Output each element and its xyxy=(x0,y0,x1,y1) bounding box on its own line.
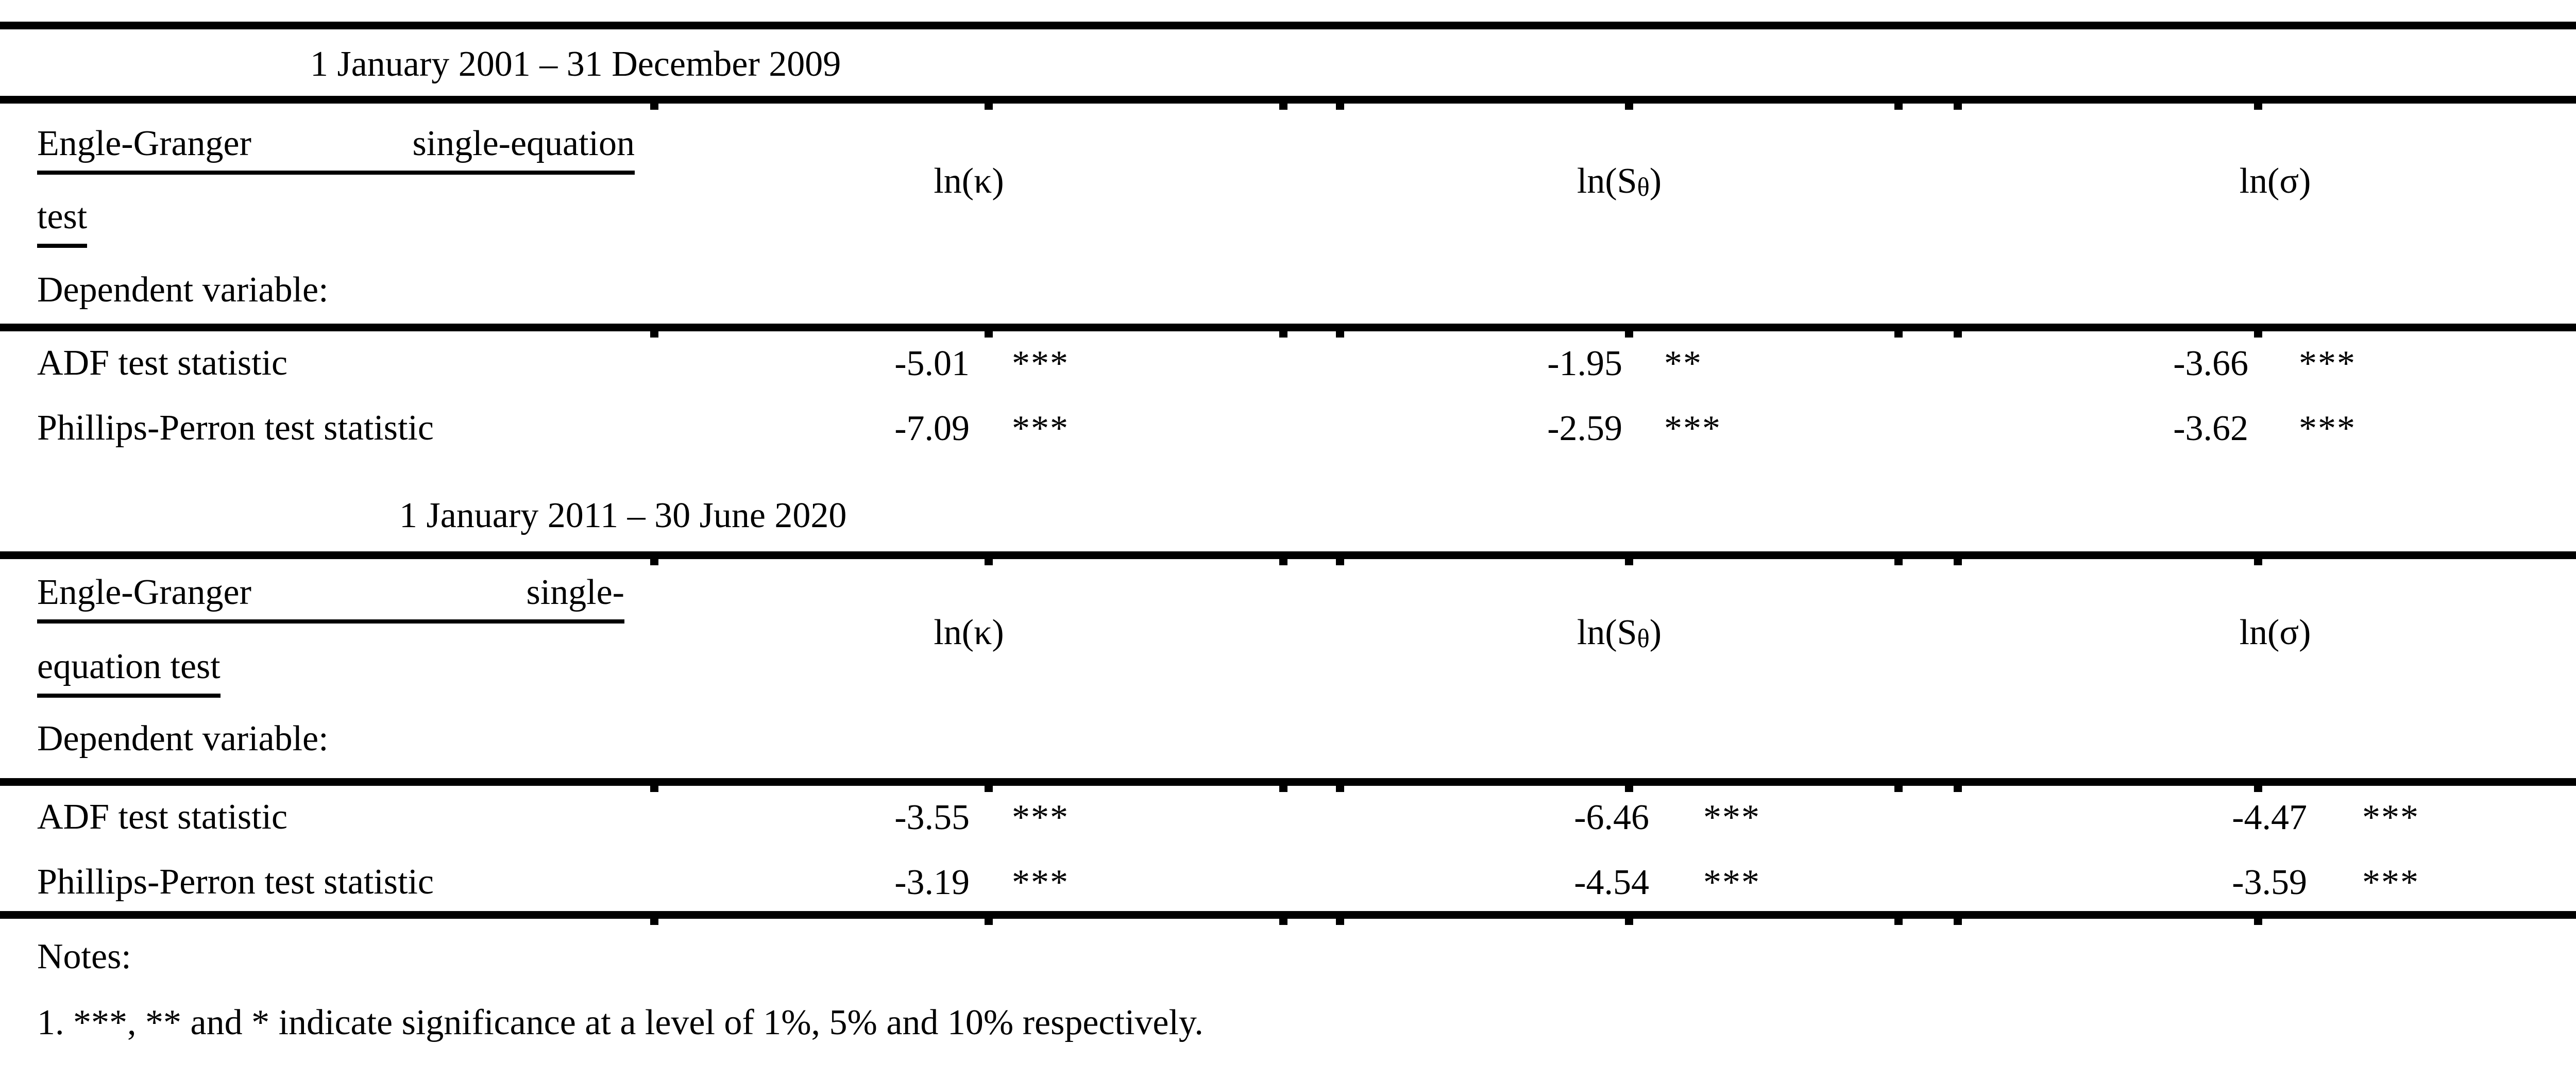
cell-border-tick xyxy=(1894,559,1903,565)
rule-below-header-1 xyxy=(0,324,2576,338)
stat-value: -2.59 xyxy=(1547,409,1622,448)
significance-stars: *** xyxy=(2299,409,2356,448)
table-bottom-rule xyxy=(0,911,2576,925)
cell-border-tick xyxy=(985,786,993,792)
significance-stars: *** xyxy=(1703,863,1760,902)
column-header-ln-s-theta-2: ln(Sθ) xyxy=(1577,613,1662,653)
cell-border-tick xyxy=(985,919,993,925)
test-name-2-line-1: Engle-Granger single- xyxy=(37,572,624,624)
test-name-2-line-2: equation test xyxy=(37,647,221,698)
cell-border-tick xyxy=(650,331,658,338)
cell-border-tick xyxy=(2254,331,2262,338)
rule-below-period-1 xyxy=(0,96,2576,110)
stat-value: -1.95 xyxy=(1547,344,1622,383)
stat-value: -3.66 xyxy=(2173,344,2248,383)
cell-border-tick xyxy=(1279,919,1287,925)
row-label-pp-1: Phillips-Perron test statistic xyxy=(37,408,434,448)
period-header-2: 1 January 2011 – 30 June 2020 xyxy=(399,496,847,535)
column-header-ln-sigma-2: ln(σ) xyxy=(2239,613,2311,652)
row-label-adf-1: ADF test statistic xyxy=(37,343,288,383)
test-name-1-line-2: test xyxy=(37,197,88,248)
column-header-ln-sigma-1: ln(σ) xyxy=(2239,161,2311,201)
cell-border-tick xyxy=(1279,104,1287,110)
cell-border-tick xyxy=(1625,786,1633,792)
cell-border-tick xyxy=(1625,919,1633,925)
stat-value: -4.47 xyxy=(2232,798,2307,837)
cell-border-tick xyxy=(1894,786,1903,792)
cell-border-tick xyxy=(1894,331,1903,338)
stat-value: -3.19 xyxy=(894,863,970,902)
cell-border-tick xyxy=(2254,786,2262,792)
stat-value: -3.59 xyxy=(2232,863,2307,902)
significance-stars: *** xyxy=(2362,798,2419,837)
significance-stars: *** xyxy=(1012,798,1069,837)
cell-border-tick xyxy=(650,104,658,110)
row-label-pp-2: Phillips-Perron test statistic xyxy=(37,862,434,902)
significance-stars: *** xyxy=(1703,798,1760,837)
cell-border-tick xyxy=(1279,786,1287,792)
cell-border-tick xyxy=(1894,919,1903,925)
stat-value: -7.09 xyxy=(894,409,970,448)
significance-stars: *** xyxy=(1012,344,1069,383)
cell-border-tick xyxy=(1279,559,1287,565)
cell-border-tick xyxy=(1954,786,1962,792)
theta-subscript: θ xyxy=(1637,624,1650,653)
test-name-1-line-1: Engle-Granger single-equation xyxy=(37,124,635,175)
cell-border-tick xyxy=(2254,559,2262,565)
cell-border-tick xyxy=(1625,104,1633,110)
cell-border-tick xyxy=(1336,559,1344,565)
cell-border-tick xyxy=(1336,104,1344,110)
theta-subscript: θ xyxy=(1637,173,1650,202)
significance-stars: ** xyxy=(1664,344,1702,383)
note-item: 1. ***, ** and * indicate significance a… xyxy=(37,1003,1204,1042)
cell-border-tick xyxy=(985,331,993,338)
cell-border-tick xyxy=(1954,104,1962,110)
rule-below-period-2 xyxy=(0,551,2576,565)
column-header-ln-kappa-2: ln(κ) xyxy=(934,613,1004,652)
stat-value: -3.62 xyxy=(2173,409,2248,448)
cell-border-tick xyxy=(1894,104,1903,110)
test-name-word: Engle-Granger xyxy=(37,124,251,163)
significance-stars: *** xyxy=(1012,409,1069,448)
cell-border-tick xyxy=(1279,331,1287,338)
test-name-word: single-equation xyxy=(412,124,635,163)
significance-stars: *** xyxy=(2299,344,2356,383)
column-header-ln-kappa-1: ln(κ) xyxy=(934,161,1004,201)
cell-border-tick xyxy=(650,919,658,925)
table-top-rule xyxy=(0,22,2576,29)
rule-below-header-2 xyxy=(0,778,2576,792)
cell-border-tick xyxy=(1625,331,1633,338)
cell-border-tick xyxy=(2254,104,2262,110)
test-name-word: Engle-Granger xyxy=(37,572,251,612)
stat-value: -4.54 xyxy=(1574,863,1649,902)
cell-border-tick xyxy=(650,559,658,565)
cell-border-tick xyxy=(985,104,993,110)
stat-value: -3.55 xyxy=(894,798,970,837)
test-name-word: single- xyxy=(526,572,624,612)
row-label-adf-2: ADF test statistic xyxy=(37,797,288,837)
dependent-variable-label-1: Dependent variable: xyxy=(37,270,329,310)
significance-stars: *** xyxy=(2362,863,2419,902)
stat-value: -6.46 xyxy=(1574,798,1649,837)
cell-border-tick xyxy=(1954,919,1962,925)
cell-border-tick xyxy=(1954,331,1962,338)
cell-border-tick xyxy=(1954,559,1962,565)
cell-border-tick xyxy=(650,786,658,792)
column-header-ln-s-theta-1: ln(Sθ) xyxy=(1577,161,1662,202)
significance-stars: *** xyxy=(1664,409,1721,448)
notes-heading: Notes: xyxy=(37,937,131,976)
cell-border-tick xyxy=(985,559,993,565)
cell-border-tick xyxy=(1336,786,1344,792)
cell-border-tick xyxy=(1625,559,1633,565)
cell-border-tick xyxy=(2254,919,2262,925)
cell-border-tick xyxy=(1336,919,1344,925)
cell-border-tick xyxy=(1336,331,1344,338)
significance-stars: *** xyxy=(1012,863,1069,902)
period-header-1: 1 January 2001 – 31 December 2009 xyxy=(310,44,841,84)
dependent-variable-label-2: Dependent variable: xyxy=(37,719,329,759)
stat-value: -5.01 xyxy=(894,344,970,383)
